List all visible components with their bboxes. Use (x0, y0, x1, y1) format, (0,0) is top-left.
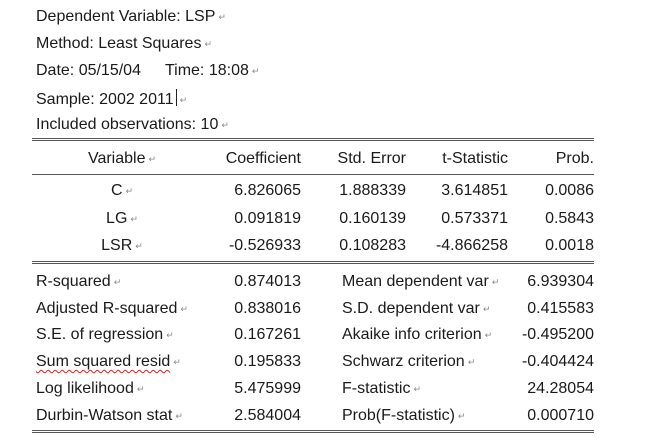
variable-cell: LG ↵ (106, 210, 138, 227)
paragraph-mark-icon: ↵ (135, 241, 143, 251)
observations-line: Included observations: 10 ↵ (36, 116, 229, 134)
observations-text: Included observations: 10 (36, 116, 219, 133)
dependent-variable-line: Dependent Variable: LSP ↵ (36, 8, 226, 26)
sample-line[interactable]: Sample: 2002 2011 ↵ (36, 89, 187, 109)
variable-cell: LSR ↵ (101, 237, 143, 254)
coefficient-cell: 6.826065 (234, 182, 301, 199)
column-header-t-statistic: t-Statistic (442, 150, 508, 167)
stat-value-2: -0.404424 (521, 353, 594, 370)
paragraph-mark-icon: ↵ (125, 186, 134, 196)
stat-label-2: Mean dependent var ↵ (342, 273, 500, 290)
stat-label: Log likelihood ↵ (36, 380, 145, 397)
stat-label: Adjusted R-squared ↵ (36, 300, 188, 317)
stat-label-2: Prob(F-statistic) ↵ (342, 407, 466, 424)
column-header-coefficient: Coefficient (225, 150, 301, 167)
text-cursor (175, 89, 177, 106)
header-rule (32, 174, 594, 175)
paragraph-mark-icon: ↵ (173, 357, 181, 367)
date-text: Date: 05/15/04 (36, 62, 141, 79)
paragraph-mark-icon: ↵ (175, 411, 183, 421)
dependent-variable-text: Dependent Variable: LSP (36, 8, 216, 25)
stat-value: 2.584004 (234, 407, 301, 424)
paragraph-mark-icon: ↵ (130, 214, 138, 224)
table-middle-rule (32, 261, 594, 264)
stat-label: Durbin-Watson stat ↵ (36, 407, 183, 424)
stat-label: S.E. of regression ↵ (36, 326, 174, 343)
stat-label-2: S.D. dependent var ↵ (342, 300, 491, 317)
variable-cell: C ↵ (110, 182, 134, 199)
coefficient-cell: 0.091819 (234, 210, 301, 227)
paragraph-mark-icon: ↵ (113, 277, 122, 287)
stat-value-2: -0.495200 (521, 326, 594, 343)
prob-cell: 0.0086 (545, 182, 594, 199)
paragraph-mark-icon: ↵ (166, 330, 174, 340)
method-line: Method: Least Squares ↵ (36, 35, 212, 53)
stat-value: 0.167261 (234, 326, 301, 343)
prob-cell: 0.5843 (545, 210, 594, 227)
stat-value: 0.874013 (234, 273, 301, 290)
paragraph-mark-icon: ↵ (413, 384, 421, 394)
paragraph-mark-icon: ↵ (491, 277, 500, 287)
stat-value: 0.195833 (234, 353, 301, 370)
paragraph-mark-icon: ↵ (204, 39, 212, 49)
paragraph-mark-icon: ↵ (467, 357, 476, 367)
stat-label: Sum squared resid ↵ (36, 353, 181, 370)
std-error-cell: 1.888339 (339, 182, 406, 199)
paragraph-mark-icon: ↵ (221, 120, 229, 130)
method-text: Method: Least Squares (36, 35, 202, 52)
stat-label-2: F-statistic ↵ (342, 380, 421, 397)
paragraph-mark-icon: ↵ (457, 411, 466, 421)
paragraph-mark-icon: ↵ (482, 304, 491, 314)
t-statistic-cell: 3.614851 (441, 182, 508, 199)
std-error-cell: 0.160139 (339, 210, 406, 227)
stat-value: 0.838016 (234, 300, 301, 317)
paragraph-mark-icon: ↵ (251, 66, 260, 76)
prob-cell: 0.0018 (545, 237, 594, 254)
stat-value-2: 24.28054 (527, 380, 594, 397)
stat-label-2: Schwarz criterion ↵ (342, 353, 476, 370)
table-bottom-rule (32, 430, 594, 433)
coefficient-cell: -0.526933 (228, 237, 301, 254)
column-header-prob: Prob. (555, 150, 594, 167)
table-top-rule (32, 138, 594, 141)
t-statistic-cell: -4.866258 (435, 237, 508, 254)
column-header-variable: Variable ↵ (87, 150, 157, 167)
stat-label-2: Akaike info criterion ↵ (342, 326, 493, 343)
sample-text: Sample: 2002 2011 (36, 91, 174, 108)
column-header-std-error: Std. Error (337, 150, 406, 167)
paragraph-mark-icon: ↵ (148, 154, 157, 164)
stat-value: 5.475999 (234, 380, 301, 397)
paragraph-mark-icon: ↵ (218, 12, 226, 22)
paragraph-mark-icon: ↵ (179, 95, 188, 105)
paragraph-mark-icon: ↵ (136, 384, 145, 394)
paragraph-mark-icon: ↵ (180, 304, 188, 314)
stat-value-2: 0.415583 (527, 300, 594, 317)
stat-value-2: 6.939304 (527, 273, 594, 290)
paragraph-mark-icon: ↵ (484, 330, 493, 340)
stat-label: R-squared ↵ (36, 273, 122, 290)
t-statistic-cell: 0.573371 (441, 210, 508, 227)
date-time-line: Date: 05/15/04 Time: 18:08 ↵ (36, 62, 259, 80)
time-text: Time: 18:08 (164, 62, 249, 79)
std-error-cell: 0.108283 (339, 237, 406, 254)
stat-value-2: 0.000710 (527, 407, 594, 424)
